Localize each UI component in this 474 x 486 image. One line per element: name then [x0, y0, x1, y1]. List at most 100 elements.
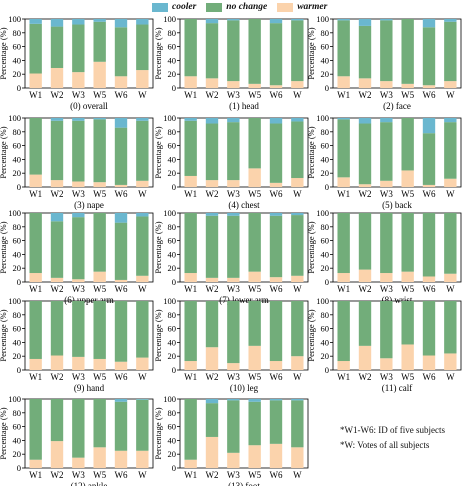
bar-segment-no-change — [29, 399, 42, 460]
x-tick-label: W5 — [93, 284, 106, 294]
y-tick-label: 100 — [8, 394, 21, 404]
bar-segment-warmer — [205, 436, 219, 468]
bar-segment-no-change — [72, 24, 85, 73]
y-tick-label: 80 — [168, 310, 177, 320]
panel-title: (5) back — [382, 200, 412, 210]
x-tick-label: W1 — [184, 90, 197, 100]
bar-segment-no-change — [184, 399, 197, 460]
bar-segment-warmer — [227, 363, 240, 370]
bar-segment-warmer — [114, 76, 128, 88]
x-tick-label: W — [293, 372, 302, 382]
bar-segment-warmer — [444, 81, 457, 88]
bar-segment-no-change — [444, 21, 457, 82]
panel-title: (13) foot — [228, 481, 260, 486]
bar-segment-warmer — [136, 180, 149, 187]
legend-swatch-no-change — [206, 2, 223, 12]
chart-axes-frame — [332, 212, 462, 283]
bar-segment-warmer — [93, 61, 106, 88]
bar-segment-no-change — [380, 20, 393, 82]
y-tick-label: 20 — [168, 351, 177, 361]
x-tick-label: W5 — [401, 90, 414, 100]
x-tick-label: W — [138, 189, 147, 199]
x-tick-label: W2 — [51, 284, 64, 294]
y-tick-label: 80 — [13, 222, 22, 232]
y-tick-label: 0 — [325, 83, 329, 93]
y-tick-label: 20 — [321, 168, 330, 178]
bar-segment-warmer — [248, 445, 261, 468]
y-tick-label: 20 — [168, 69, 177, 79]
bar-segment-cooler — [291, 19, 304, 21]
bar-segment-cooler — [380, 118, 393, 123]
x-tick-label: W6 — [115, 189, 128, 199]
y-tick-label: 60 — [168, 42, 177, 52]
bar-segment-warmer — [269, 182, 283, 187]
x-tick-label: W6 — [423, 189, 436, 199]
x-tick-label: W6 — [270, 470, 283, 480]
bar-segment-warmer — [337, 361, 350, 370]
bar-segment-warmer — [227, 277, 240, 282]
y-tick-label: 0 — [17, 365, 21, 375]
bar-segment-no-change — [227, 215, 240, 278]
x-tick-label: W6 — [270, 189, 283, 199]
y-tick-label: 40 — [168, 249, 177, 259]
bar-segment-no-change — [29, 118, 42, 175]
y-tick-label: 60 — [168, 236, 177, 246]
y-axis-label: Percentage (%) — [0, 221, 8, 273]
bar-segment-no-change — [114, 401, 128, 451]
y-tick-label: 0 — [17, 182, 21, 192]
x-tick-label: W1 — [184, 470, 197, 480]
bar-segment-cooler — [72, 213, 85, 218]
chart-axes-frame — [332, 117, 462, 188]
bar-segment-warmer — [248, 271, 261, 282]
y-tick-label: 20 — [13, 351, 22, 361]
x-tick-label: W — [293, 90, 302, 100]
bar-segment-warmer — [269, 277, 283, 282]
x-tick-label: W — [446, 284, 455, 294]
bar-segment-cooler — [422, 118, 436, 134]
bar-segment-no-change — [205, 301, 219, 348]
bar-segment-no-change — [93, 399, 106, 448]
x-tick-label: W2 — [359, 189, 372, 199]
bar-segment-warmer — [337, 177, 350, 187]
y-tick-label: 80 — [168, 222, 177, 232]
panel-title: (7) lower arm — [219, 295, 268, 305]
bar-segment-no-change — [291, 121, 304, 179]
bar-segment-warmer — [401, 170, 414, 187]
chart-axes-frame — [179, 398, 309, 469]
bar-segment-no-change — [248, 118, 261, 169]
x-tick-label: W6 — [270, 90, 283, 100]
x-tick-label: W2 — [359, 372, 372, 382]
x-tick-label: W3 — [72, 90, 85, 100]
bar-segment-warmer — [269, 443, 283, 468]
bar-segment-cooler — [50, 118, 64, 121]
bar-segment-no-change — [291, 20, 304, 82]
bar-segment-no-change — [269, 123, 283, 183]
y-axis-label: Percentage (%) — [153, 126, 163, 178]
y-tick-label: 40 — [321, 337, 330, 347]
bar-segment-cooler — [337, 19, 350, 21]
x-tick-label: W5 — [248, 284, 261, 294]
bar-segment-warmer — [380, 180, 393, 187]
bar-segment-warmer — [358, 269, 372, 282]
panel-title: (11) calf — [382, 383, 412, 393]
x-tick-label: W6 — [423, 90, 436, 100]
bar-segment-warmer — [291, 275, 304, 282]
panel-title: (6) upper arm — [64, 295, 113, 305]
bar-segment-warmer — [337, 273, 350, 282]
y-tick-label: 0 — [17, 277, 21, 287]
y-tick-label: 20 — [168, 168, 177, 178]
x-tick-label: W3 — [380, 90, 393, 100]
bar-segment-no-change — [136, 216, 149, 276]
bar-segment-no-change — [136, 24, 149, 71]
bar-segment-warmer — [50, 277, 64, 282]
bar-segment-no-change — [50, 399, 64, 442]
x-tick-label: W3 — [72, 189, 85, 199]
legend-label-no-change: no change — [226, 2, 268, 12]
bar-segment-warmer — [29, 73, 42, 88]
bar-segment-no-change — [358, 213, 372, 270]
bar-segment-warmer — [291, 178, 304, 187]
bar-segment-warmer — [291, 447, 304, 468]
